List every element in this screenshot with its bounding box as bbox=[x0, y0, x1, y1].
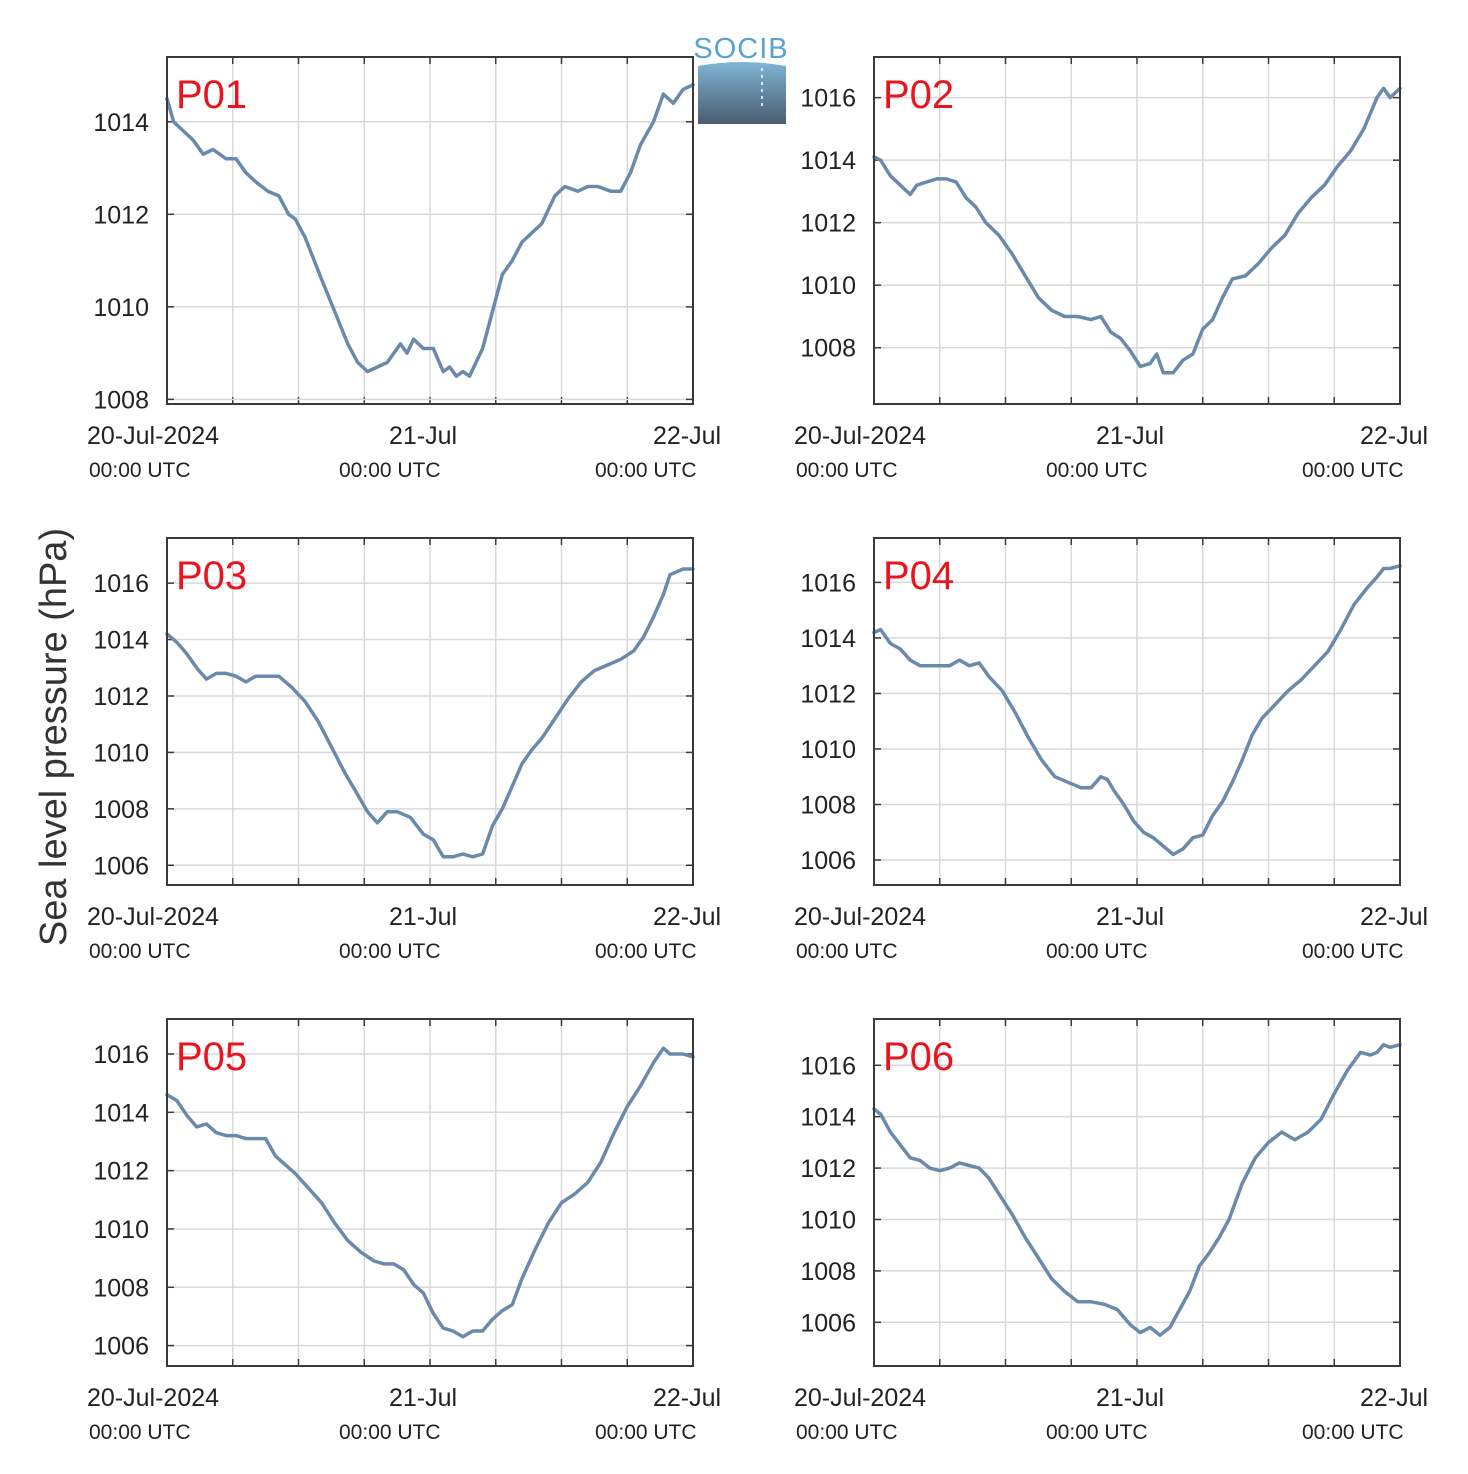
panel-label: P03 bbox=[176, 554, 247, 598]
x-tick-sublabel: 00:00 UTC bbox=[1302, 940, 1404, 963]
y-tick-label: 1016 bbox=[93, 570, 149, 598]
plot-frame bbox=[166, 537, 694, 886]
y-tick-label: 1010 bbox=[800, 272, 856, 300]
x-tick-label: 22-Jul bbox=[1360, 903, 1428, 931]
panel-label: P05 bbox=[176, 1035, 247, 1079]
y-tick-label: 1014 bbox=[93, 627, 149, 655]
x-tick-label: 22-Jul bbox=[653, 903, 721, 931]
y-tick-label: 1006 bbox=[800, 847, 856, 875]
y-tick-label: 1014 bbox=[93, 109, 149, 137]
y-tick-label: 1012 bbox=[93, 1158, 149, 1186]
panel-label: P04 bbox=[883, 554, 954, 598]
y-tick-label: 1012 bbox=[93, 201, 149, 229]
chart-panel-p02: 1008 1010 1012 1014 1016 P02 20-Jul-2024 00:00 … bbox=[794, 56, 1428, 482]
y-tick-label: 1008 bbox=[800, 335, 856, 363]
y-tick-label: 1012 bbox=[800, 1155, 856, 1183]
socib-logo: SOCIB bbox=[693, 33, 788, 124]
logo-text: SOCIB bbox=[693, 33, 788, 65]
y-tick-label: 1010 bbox=[800, 1206, 856, 1234]
x-tick-label: 20-Jul-2024 bbox=[794, 422, 926, 450]
y-tick-label: 1008 bbox=[93, 796, 149, 824]
x-tick-sublabel: 00:00 UTC bbox=[1302, 459, 1404, 482]
x-tick-sublabel: 00:00 UTC bbox=[89, 940, 191, 963]
series-line bbox=[165, 83, 695, 378]
chart-panel-p06: 1006 1008 1010 1012 1014 1016 P06 20-Jul-2024 00… bbox=[794, 1018, 1428, 1444]
chart-panel-p01: 1008 1010 1012 1014 P01 20-Jul-2024 00:00 UTC 2… bbox=[87, 56, 721, 482]
x-tick-label: 22-Jul bbox=[653, 422, 721, 450]
x-tick-sublabel: 00:00 UTC bbox=[1302, 1421, 1404, 1444]
x-tick-sublabel: 00:00 UTC bbox=[89, 1421, 191, 1444]
chart-panel-p03: 1006 1008 1010 1012 1014 1016 P03 20-Jul-2024 00… bbox=[87, 537, 721, 963]
x-tick-sublabel: 00:00 UTC bbox=[595, 459, 697, 482]
x-tick-sublabel: 00:00 UTC bbox=[796, 1421, 898, 1444]
chart-panel-p05: 1006 1008 1010 1012 1014 1016 P05 20-Jul-2024 00… bbox=[87, 1018, 721, 1444]
x-tick-label: 21-Jul bbox=[389, 903, 457, 931]
y-tick-label: 1008 bbox=[93, 1274, 149, 1302]
y-tick-label: 1016 bbox=[800, 569, 856, 597]
y-tick-label: 1010 bbox=[93, 294, 149, 322]
plot-frame bbox=[166, 56, 694, 405]
plot-frame bbox=[873, 56, 1401, 405]
y-tick-label: 1006 bbox=[93, 852, 149, 880]
plot-frame bbox=[166, 1018, 694, 1367]
y-tick-label: 1014 bbox=[93, 1099, 149, 1127]
y-tick-label: 1014 bbox=[800, 147, 856, 175]
x-tick-label: 20-Jul-2024 bbox=[87, 903, 219, 931]
y-tick-label: 1008 bbox=[93, 386, 149, 414]
y-tick-label: 1016 bbox=[800, 1052, 856, 1080]
x-tick-label: 21-Jul bbox=[1096, 422, 1164, 450]
y-tick-label: 1012 bbox=[93, 683, 149, 711]
panel-label: P06 bbox=[883, 1035, 954, 1079]
y-tick-label: 1008 bbox=[800, 791, 856, 819]
chart-panel-p04: 1006 1008 1010 1012 1014 1016 P04 20-Jul-2024 00… bbox=[794, 537, 1428, 963]
series-line bbox=[165, 567, 695, 859]
x-tick-label: 21-Jul bbox=[389, 422, 457, 450]
series-line bbox=[165, 1046, 695, 1339]
y-tick-label: 1014 bbox=[800, 625, 856, 653]
y-tick-label: 1010 bbox=[800, 736, 856, 764]
y-tick-label: 1006 bbox=[93, 1333, 149, 1361]
panel-label: P01 bbox=[176, 73, 247, 117]
y-tick-label: 1016 bbox=[800, 85, 856, 113]
panel-label: P02 bbox=[883, 73, 954, 117]
x-tick-label: 21-Jul bbox=[389, 1384, 457, 1412]
y-tick-label: 1016 bbox=[93, 1041, 149, 1069]
y-axis-label: Sea level pressure (hPa) bbox=[33, 528, 75, 946]
x-tick-label: 22-Jul bbox=[1360, 1384, 1428, 1412]
y-tick-label: 1010 bbox=[93, 739, 149, 767]
x-tick-label: 20-Jul-2024 bbox=[87, 1384, 219, 1412]
y-tick-label: 1012 bbox=[800, 680, 856, 708]
x-tick-sublabel: 00:00 UTC bbox=[595, 1421, 697, 1444]
y-tick-label: 1008 bbox=[800, 1258, 856, 1286]
x-tick-sublabel: 00:00 UTC bbox=[339, 1421, 441, 1444]
x-tick-sublabel: 00:00 UTC bbox=[796, 940, 898, 963]
x-tick-label: 21-Jul bbox=[1096, 903, 1164, 931]
x-tick-sublabel: 00:00 UTC bbox=[796, 459, 898, 482]
x-tick-label: 22-Jul bbox=[653, 1384, 721, 1412]
y-tick-label: 1010 bbox=[93, 1216, 149, 1244]
series-line bbox=[872, 86, 1402, 375]
y-tick-label: 1012 bbox=[800, 210, 856, 238]
x-tick-label: 22-Jul bbox=[1360, 422, 1428, 450]
plot-frame bbox=[873, 537, 1401, 886]
x-tick-label: 21-Jul bbox=[1096, 1384, 1164, 1412]
x-tick-sublabel: 00:00 UTC bbox=[1046, 1421, 1148, 1444]
plot-frame bbox=[873, 1018, 1401, 1367]
y-tick-label: 1006 bbox=[800, 1309, 856, 1337]
y-tick-label: 1014 bbox=[800, 1104, 856, 1132]
series-line bbox=[872, 1042, 1402, 1337]
x-tick-sublabel: 00:00 UTC bbox=[339, 459, 441, 482]
x-tick-sublabel: 00:00 UTC bbox=[1046, 459, 1148, 482]
series-line bbox=[872, 564, 1402, 857]
logo-wave-icon bbox=[698, 62, 786, 124]
x-tick-label: 20-Jul-2024 bbox=[87, 422, 219, 450]
x-tick-sublabel: 00:00 UTC bbox=[339, 940, 441, 963]
x-tick-label: 20-Jul-2024 bbox=[794, 903, 926, 931]
x-tick-sublabel: 00:00 UTC bbox=[89, 459, 191, 482]
x-tick-sublabel: 00:00 UTC bbox=[1046, 940, 1148, 963]
chart-panels: 1008 1010 1012 1014 P01 20-Jul-2024 00:00 UTC 2… bbox=[87, 56, 1428, 1444]
x-tick-label: 20-Jul-2024 bbox=[794, 1384, 926, 1412]
x-tick-sublabel: 00:00 UTC bbox=[595, 940, 697, 963]
